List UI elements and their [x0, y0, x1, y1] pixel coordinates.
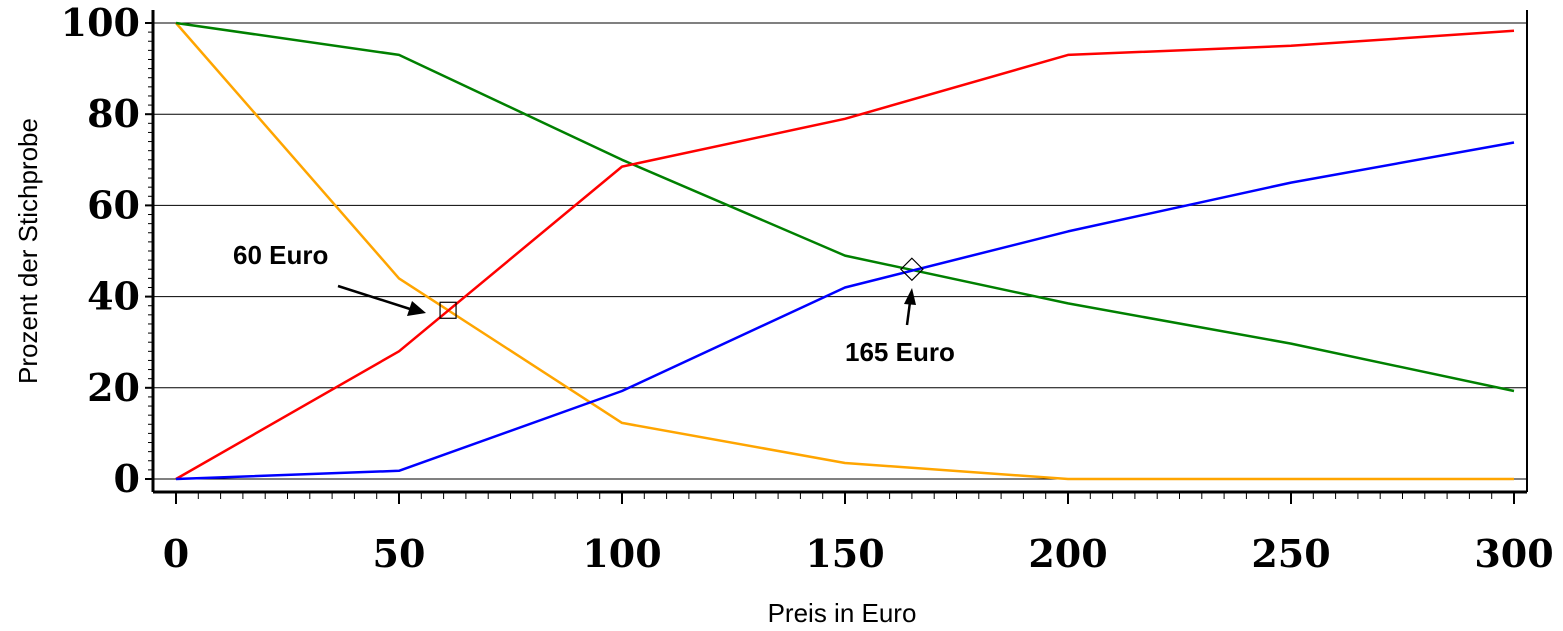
- y-tick-label-40: 40: [87, 274, 140, 319]
- y-tick-label-100: 100: [61, 0, 140, 45]
- arrowhead-60-euro: [407, 301, 426, 316]
- x-tick-label-0: 0: [163, 531, 189, 576]
- x-axis-title: Preis in Euro: [768, 598, 917, 628]
- axes: [145, 10, 1528, 504]
- arrow-165-euro: [905, 301, 912, 326]
- tick-labels: 0 50 100 150 200 250 300 0 20 40 60 80 100: [61, 0, 1554, 576]
- series-line-1: [175, 22, 1514, 481]
- series-lines: [175, 21, 1515, 481]
- y-tick-label-60: 60: [87, 182, 140, 227]
- x-tick-label-250: 250: [1251, 531, 1330, 576]
- x-tick-label-100: 100: [582, 531, 661, 576]
- y-tick-label-20: 20: [87, 365, 140, 410]
- series-line-2: [175, 21, 1515, 393]
- arrowhead-165-euro: [904, 288, 916, 305]
- x-tick-label-150: 150: [805, 531, 884, 576]
- intersection-markers: [439, 257, 924, 319]
- series-line-3: [175, 29, 1515, 481]
- x-tick-label-200: 200: [1028, 531, 1107, 576]
- y-axis-title: Prozent der Stichprobe: [13, 118, 43, 384]
- arrow-60-euro: [337, 284, 411, 311]
- square-marker: [439, 301, 457, 319]
- grid-lines: [153, 22, 1527, 480]
- y-tick-label-0: 0: [114, 456, 140, 501]
- annotation-165-euro: 165 Euro: [845, 337, 955, 367]
- diamond-marker: [900, 257, 924, 282]
- y-tick-label-80: 80: [87, 91, 140, 136]
- series-line-4: [175, 141, 1515, 481]
- x-tick-label-300: 300: [1474, 531, 1553, 576]
- annotation-60-euro: 60 Euro: [233, 240, 328, 270]
- x-tick-label-50: 50: [373, 531, 426, 576]
